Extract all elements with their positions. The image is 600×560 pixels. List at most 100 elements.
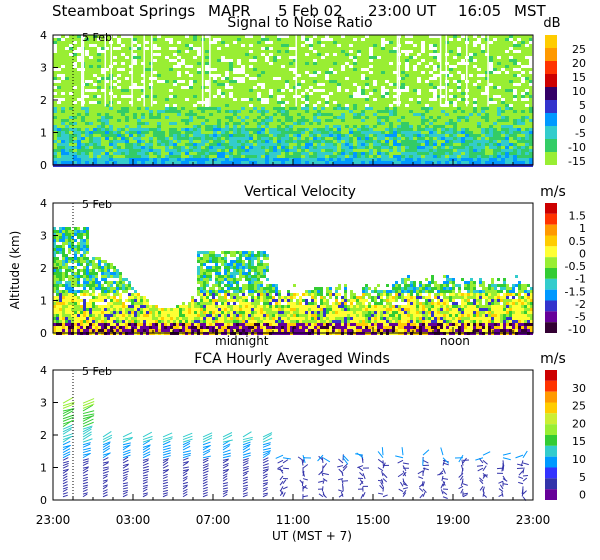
snr-cell	[329, 35, 333, 38]
snr-cell	[309, 68, 313, 71]
snr-cell	[121, 47, 125, 50]
snr-cell	[461, 38, 465, 41]
snr-cell	[265, 53, 269, 56]
snr-cell	[197, 86, 201, 89]
vv-cell	[68, 311, 71, 314]
snr-cell	[193, 146, 197, 149]
snr-cell	[121, 158, 125, 161]
snr-cell	[117, 131, 121, 134]
snr-cell	[429, 68, 433, 71]
vv-cell	[53, 275, 56, 278]
snr-cell	[309, 125, 313, 128]
snr-cell	[521, 62, 525, 65]
snr-cell	[353, 50, 357, 53]
snr-cell	[157, 113, 161, 116]
snr-cell	[65, 41, 69, 44]
snr-cell	[165, 80, 169, 83]
snr-cell	[225, 119, 229, 122]
vv-cell	[59, 263, 62, 266]
snr-cell	[141, 140, 145, 143]
snr-cell	[229, 77, 233, 80]
snr-cell	[409, 104, 413, 107]
snr-cell	[493, 104, 497, 107]
snr-cell	[481, 149, 485, 152]
snr-cell	[385, 56, 389, 59]
snr-cell	[453, 116, 457, 119]
snr-cell	[353, 47, 357, 50]
vv-cell	[62, 305, 65, 308]
snr-cell	[193, 101, 197, 104]
snr-cell	[449, 71, 453, 74]
snr-cell	[377, 134, 381, 137]
snr-cell	[353, 89, 357, 92]
snr-cell	[209, 125, 213, 128]
snr-cell	[149, 116, 153, 119]
snr-cell	[505, 134, 509, 137]
snr-cell	[121, 80, 125, 83]
snr-cell	[301, 143, 305, 146]
snr-cell	[341, 53, 345, 56]
snr-cell	[421, 35, 425, 38]
snr-cell	[509, 125, 513, 128]
snr-cell	[313, 92, 317, 95]
snr-cell	[81, 152, 85, 155]
snr-cell	[393, 50, 397, 53]
snr-cell	[325, 47, 329, 50]
snr-cell	[269, 65, 273, 68]
snr-cell	[121, 116, 125, 119]
snr-cell	[145, 155, 149, 158]
snr-cell	[377, 137, 381, 140]
snr-cell	[233, 110, 237, 113]
snr-cell	[421, 65, 425, 68]
snr-cell	[501, 65, 505, 68]
snr-cell	[161, 113, 165, 116]
snr-cell	[221, 122, 225, 125]
snr-cell	[185, 152, 189, 155]
snr-cell	[213, 47, 217, 50]
snr-cell	[53, 149, 57, 152]
snr-cell	[189, 104, 193, 107]
snr-cell	[157, 104, 161, 107]
snr-cell	[197, 35, 201, 38]
snr-cell	[477, 92, 481, 95]
snr-cell	[217, 95, 221, 98]
snr-cell	[265, 131, 269, 134]
snr-cell	[445, 152, 449, 155]
snr-cell	[277, 101, 281, 104]
snr-cell	[365, 128, 369, 131]
snr-cell	[401, 95, 405, 98]
snr-cell	[101, 155, 105, 158]
snr-cell	[57, 89, 61, 92]
snr-cell	[377, 92, 381, 95]
snr-cell	[437, 119, 441, 122]
snr-cell	[345, 155, 349, 158]
snr-cell	[413, 80, 417, 83]
snr-cell	[165, 131, 169, 134]
snr-cell	[489, 56, 493, 59]
snr-cell	[485, 140, 489, 143]
snr-cell	[505, 80, 509, 83]
snr-cell	[517, 95, 521, 98]
snr-cell	[141, 41, 145, 44]
snr-cell	[193, 68, 197, 71]
snr-cell	[501, 35, 505, 38]
snr-cell	[77, 155, 81, 158]
snr-cell	[289, 71, 293, 74]
snr-cell	[281, 38, 285, 41]
snr-cell	[341, 125, 345, 128]
snr-cell	[393, 152, 397, 155]
snr-cell	[513, 125, 517, 128]
snr-cell	[425, 107, 429, 110]
snr-cell	[69, 152, 73, 155]
snr-cell	[437, 83, 441, 86]
snr-cell	[249, 53, 253, 56]
snr-cell	[177, 110, 181, 113]
vv-cell	[65, 302, 68, 305]
snr-cell	[129, 56, 133, 59]
snr-cell	[469, 137, 473, 140]
snr-cell	[517, 113, 521, 116]
snr-cell	[309, 158, 313, 161]
snr-cell	[341, 98, 345, 101]
snr-cell	[417, 137, 421, 140]
snr-cell	[333, 119, 337, 122]
